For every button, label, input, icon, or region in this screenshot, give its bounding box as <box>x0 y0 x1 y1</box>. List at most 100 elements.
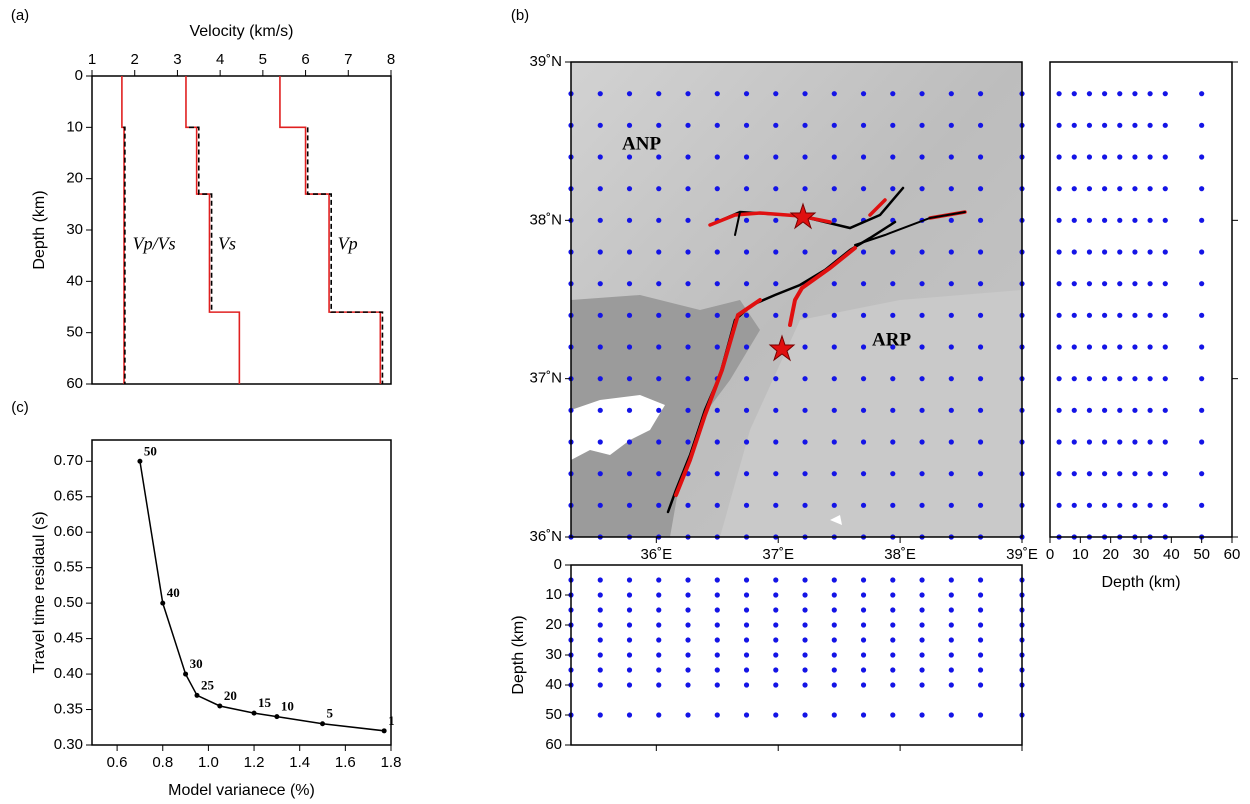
x-tick-label: 20 <box>1102 546 1119 563</box>
grid-node <box>685 682 690 687</box>
grid-node <box>744 313 749 318</box>
grid-node <box>1072 376 1077 381</box>
grid-node <box>1087 344 1092 349</box>
grid-node <box>832 439 837 444</box>
grid-node <box>890 503 895 508</box>
grid-node <box>715 577 720 582</box>
grid-node <box>949 281 954 286</box>
grid-node <box>1057 281 1062 286</box>
grid-node <box>773 408 778 413</box>
grid-node <box>1163 313 1168 318</box>
grid-node <box>861 667 866 672</box>
grid-node <box>685 218 690 223</box>
grid-node <box>685 592 690 597</box>
y-tick-label: 0 <box>554 556 562 573</box>
grid-node <box>832 281 837 286</box>
y-tick-label: 60 <box>545 736 562 753</box>
figure: (a)123456780102030405060Velocity (km/s)D… <box>0 0 1250 804</box>
grid-node <box>1148 154 1153 159</box>
point-label: 20 <box>224 688 237 703</box>
grid-node <box>1117 439 1122 444</box>
x-tick-label: 1.6 <box>335 754 356 771</box>
grid-node <box>890 637 895 642</box>
grid-node <box>1057 249 1062 254</box>
grid-node <box>598 376 603 381</box>
grid-node <box>919 313 924 318</box>
grid-node <box>627 471 632 476</box>
grid-node <box>715 281 720 286</box>
grid-node <box>715 622 720 627</box>
grid-node <box>685 91 690 96</box>
grid-node <box>861 186 866 191</box>
grid-node <box>656 712 661 717</box>
grid-node <box>1117 123 1122 128</box>
panel-label: (c) <box>11 399 29 416</box>
grid-node <box>1072 344 1077 349</box>
grid-node <box>861 376 866 381</box>
grid-node <box>773 652 778 657</box>
grid-node <box>1163 281 1168 286</box>
grid-node <box>715 313 720 318</box>
grid-node <box>861 577 866 582</box>
grid-node <box>890 439 895 444</box>
y-tick-label: 10 <box>545 586 562 603</box>
grid-node <box>861 408 866 413</box>
grid-node <box>802 592 807 597</box>
grid-node <box>1163 186 1168 191</box>
velocity-line <box>189 127 212 312</box>
grid-node <box>744 471 749 476</box>
grid-node <box>1102 408 1107 413</box>
grid-node <box>598 281 603 286</box>
grid-node <box>1199 503 1204 508</box>
grid-node <box>832 123 837 128</box>
grid-node <box>656 186 661 191</box>
point-label: 40 <box>167 585 180 600</box>
grid-node <box>861 313 866 318</box>
grid-node <box>1199 123 1204 128</box>
grid-node <box>598 503 603 508</box>
grid-node <box>802 503 807 508</box>
grid-node <box>919 652 924 657</box>
grid-node <box>802 186 807 191</box>
y-tick-label: 0.70 <box>54 452 83 469</box>
grid-node <box>802 682 807 687</box>
grid-node <box>1132 281 1137 286</box>
x-tick-label: 6 <box>301 51 309 68</box>
grid-node <box>1087 439 1092 444</box>
grid-node <box>890 186 895 191</box>
point <box>320 721 325 726</box>
grid-node <box>978 637 983 642</box>
point <box>194 693 199 698</box>
grid-node <box>949 592 954 597</box>
grid-node <box>1102 471 1107 476</box>
grid-node <box>598 667 603 672</box>
grid-node <box>832 577 837 582</box>
grid-node <box>1199 439 1204 444</box>
y-axis-label: Depth (km) <box>510 615 527 694</box>
grid-node <box>1148 376 1153 381</box>
grid-node <box>949 313 954 318</box>
grid-node <box>949 712 954 717</box>
grid-node <box>890 123 895 128</box>
grid-node <box>685 344 690 349</box>
grid-node <box>861 637 866 642</box>
point-label: 50 <box>144 443 157 458</box>
grid-node <box>685 281 690 286</box>
grid-node <box>598 408 603 413</box>
region-label: ARP <box>872 329 911 350</box>
grid-node <box>890 622 895 627</box>
x-tick-label: 1.4 <box>289 754 310 771</box>
grid-node <box>627 91 632 96</box>
grid-node <box>1117 503 1122 508</box>
grid-node <box>1057 313 1062 318</box>
grid-node <box>890 471 895 476</box>
grid-node <box>773 637 778 642</box>
grid-node <box>919 91 924 96</box>
grid-node <box>832 313 837 318</box>
grid-node <box>1117 218 1122 223</box>
point-label: 30 <box>190 656 203 671</box>
grid-node <box>1163 503 1168 508</box>
grid-node <box>1057 408 1062 413</box>
grid-node <box>978 154 983 159</box>
point <box>217 703 222 708</box>
